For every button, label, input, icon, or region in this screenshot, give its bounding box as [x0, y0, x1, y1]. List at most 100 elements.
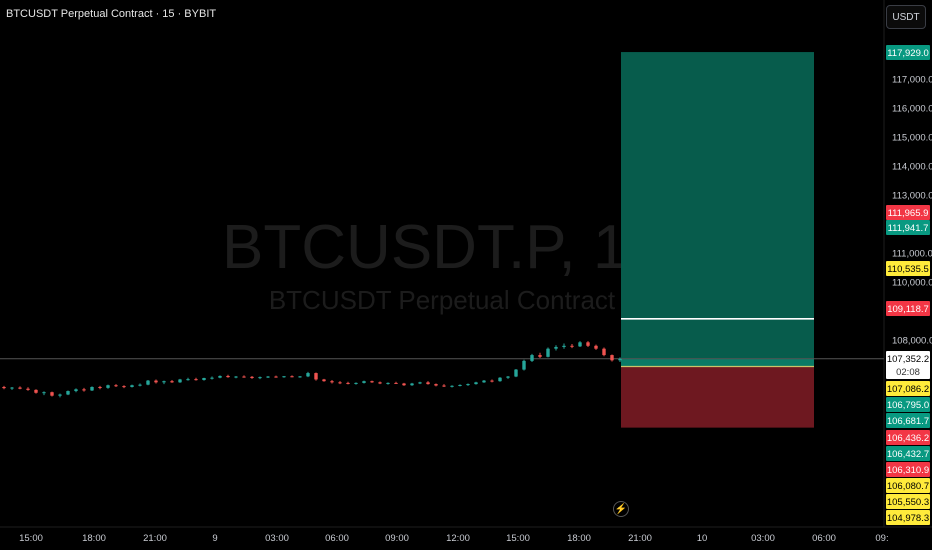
price-tag [886, 220, 930, 235]
candle-body [98, 386, 102, 388]
x-axis-tick-label: 15:00 [506, 533, 530, 544]
price-tag-label: 107,352.2 [887, 354, 929, 365]
candle-body [426, 382, 430, 385]
candle-body [90, 386, 94, 391]
price-tag [886, 261, 930, 276]
price-tag [886, 381, 930, 396]
candle-body [490, 380, 494, 382]
candle-body [146, 380, 150, 385]
candle-body [234, 376, 238, 378]
candle-body [50, 392, 54, 396]
x-axis-tick-label: 03:00 [265, 533, 289, 544]
watermark-symbol: BTCUSDT.P, 15 [222, 213, 662, 282]
candle-body [578, 342, 582, 347]
x-axis-tick-label: 09: [875, 533, 888, 544]
candle-body [506, 376, 510, 378]
candle-body [210, 377, 214, 379]
candle-body [130, 385, 134, 387]
candle-body [618, 358, 622, 361]
candle-body [418, 382, 422, 384]
candle-body [290, 376, 294, 378]
stop-zone [621, 366, 814, 428]
price-tag-label: 106,795.0 [887, 400, 929, 411]
x-axis-tick-label: 06:00 [325, 533, 349, 544]
candle-body [458, 384, 462, 386]
price-tag-label: 111,965.9 [888, 208, 929, 219]
candle-body [82, 389, 86, 391]
price-tag-label: 105,550.3 [887, 497, 929, 508]
candle-body [610, 355, 614, 361]
y-axis-tick-label: 113,000.0 [892, 191, 932, 202]
candle-body [242, 376, 246, 378]
candle-body [554, 346, 558, 349]
candle-body [58, 394, 62, 396]
candle-body [34, 389, 38, 393]
candle-body [354, 382, 358, 384]
candle-body [546, 348, 550, 357]
candle-body [594, 345, 598, 349]
candle-body [394, 382, 398, 384]
candle-body [338, 382, 342, 384]
candle-body [450, 385, 454, 387]
price-tag [886, 397, 930, 412]
candle-body [442, 385, 446, 387]
candle-body [26, 388, 30, 390]
candle-body [170, 381, 174, 383]
candle-body [378, 382, 382, 384]
candle-body [570, 345, 574, 347]
candle-body [282, 376, 286, 378]
candle-body [18, 387, 22, 389]
candle-body [42, 392, 46, 394]
price-tag [886, 45, 930, 60]
candle-body [74, 389, 78, 392]
candle-body [258, 377, 262, 379]
price-tag-label: 106,432.7 [887, 449, 929, 460]
target-zone [621, 52, 814, 359]
price-tag-label: 106,436.2 [887, 433, 929, 444]
price-tag [886, 510, 930, 525]
price-tag-label: 109,118.7 [887, 304, 929, 315]
price-tag-label: 104,978.3 [887, 513, 929, 524]
price-tag-label: 117,929.0 [887, 48, 929, 59]
candle-body [298, 376, 302, 378]
price-tag [886, 413, 930, 428]
candle-body [474, 382, 478, 385]
price-tag [886, 430, 930, 445]
price-tag [886, 478, 930, 493]
entry-zone [621, 358, 814, 367]
candle-body [370, 381, 374, 383]
currency-button[interactable]: USDT [886, 5, 926, 29]
price-tag [886, 205, 930, 220]
y-axis-tick-label: 115,000.0 [892, 133, 932, 144]
price-tag [886, 462, 930, 477]
lightning-icon[interactable]: ⚡ [613, 501, 629, 517]
x-axis-tick-label: 09:00 [385, 533, 409, 544]
candle-body [498, 377, 502, 382]
price-tag-label: 106,080.7 [887, 481, 929, 492]
candle-body [106, 385, 110, 388]
x-axis-tick-label: 03:00 [751, 533, 775, 544]
x-axis-tick-label: 21:00 [143, 533, 167, 544]
x-axis-tick-label: 15:00 [19, 533, 43, 544]
candle-body [330, 381, 334, 383]
candle-body [66, 391, 70, 395]
candle-body [410, 383, 414, 386]
x-axis-tick-label: 12:00 [446, 533, 470, 544]
x-axis-tick-label: 10 [697, 533, 708, 544]
candle-body [218, 375, 222, 378]
candle-body [250, 376, 254, 378]
candle-body [306, 373, 310, 377]
price-tag-label: 106,681.7 [887, 416, 929, 427]
price-tag [886, 494, 930, 509]
candle-body [586, 342, 590, 346]
x-axis-tick-label: 18:00 [567, 533, 591, 544]
candle-body [114, 385, 118, 387]
candle-body [226, 375, 230, 378]
candle-body [154, 380, 158, 383]
candle-body [522, 360, 526, 370]
candle-body [466, 384, 470, 386]
candle-body [514, 369, 518, 377]
candle-body [162, 381, 166, 383]
